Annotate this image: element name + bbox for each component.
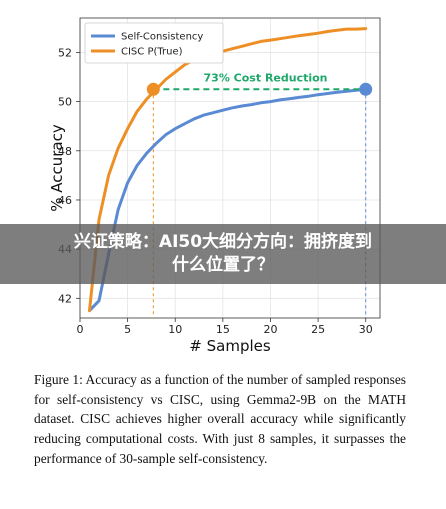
overlay-banner-text: 兴证策略：AI50大细分方向：拥挤度到什么位置了？: [73, 232, 373, 275]
x-axis-label: # Samples: [189, 337, 271, 355]
plot-frame: [79, 17, 381, 319]
y-tick-label: 50: [58, 96, 72, 109]
series-line-cisc: [88, 27, 368, 313]
series-lines: [88, 27, 368, 313]
x-tick-label: 20: [263, 323, 277, 336]
legend-entry: Self-Consistency: [121, 32, 203, 43]
legend-box: [84, 22, 224, 64]
x-tick-label: 15: [216, 323, 230, 336]
x-tick-label: 30: [359, 323, 373, 336]
cost-reduction-annotation: 73% Cost Reduction: [146, 71, 373, 96]
series-line-self-consistency: [88, 87, 368, 313]
figure-caption: Figure 1: Accuracy as a function of the …: [34, 372, 406, 466]
y-tick-label: 46: [58, 194, 72, 207]
accuracy-chart: 051015202530424446485052 73% Cost Reduct…: [48, 17, 381, 355]
vertical-guides: [152, 89, 367, 318]
y-axis-label: % Accuracy: [48, 124, 66, 212]
y-tick-label: 48: [58, 145, 72, 158]
overlay-banner: 兴证策略：AI50大细分方向：拥挤度到什么位置了？: [0, 224, 446, 284]
cisc-marker: [146, 82, 160, 96]
legend-entry: CISC P(True): [121, 47, 183, 58]
x-tick-label: 0: [77, 323, 84, 336]
x-tick-label: 25: [311, 323, 325, 336]
legend: Self-Consistency CISC P(True): [84, 22, 224, 64]
x-tick-label: 10: [168, 323, 182, 336]
self-consistency-marker: [359, 82, 373, 96]
cost-reduction-label: 73% Cost Reduction: [204, 71, 328, 84]
x-tick-label: 5: [124, 323, 131, 336]
y-tick-label: 52: [58, 46, 72, 59]
y-tick-label: 42: [58, 292, 72, 305]
